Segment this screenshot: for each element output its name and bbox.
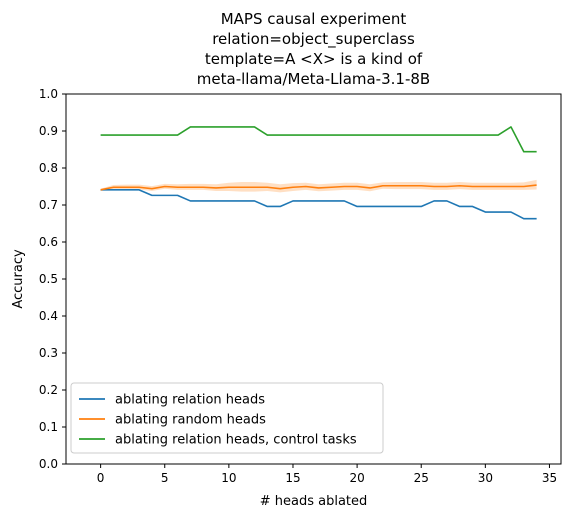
confidence-band-random-heads [100,179,537,193]
chart-title-line: relation=object_superclass [212,30,415,49]
x-tick-label: 0 [97,471,105,485]
chart-title: MAPS causal experiment relation=object_su… [197,10,430,88]
chart-title-line: MAPS causal experiment [221,10,407,28]
x-tick-label: 35 [542,471,557,485]
x-tick-label: 10 [221,471,236,485]
series-line-relation-heads [100,189,537,220]
y-tick-label: 0.0 [39,457,58,471]
y-tick-label: 0.9 [39,124,58,138]
x-tick-label: 25 [414,471,429,485]
y-tick-label: 0.7 [39,198,58,212]
series-line-random-heads [100,184,537,191]
legend-box [70,382,384,454]
legend-label: ablating relation heads, control tasks [115,433,357,448]
confidence-bands [100,179,537,193]
y-axis-label: Accuracy [11,249,26,309]
y-tick-label: 0.1 [39,420,58,434]
y-axis-ticks: 0.0 0.1 0.2 0.3 0.4 0.5 0.6 0.7 0.8 0.9 1.0 [39,87,66,471]
y-tick-label: 0.8 [39,161,58,175]
series-lines [100,126,537,220]
x-tick-label: 30 [478,471,493,485]
legend-label: ablating relation heads [115,393,265,408]
chart-title-line: meta-llama/Meta-Llama-3.1-8B [197,70,430,88]
legend: ablating relation heads ablating random h… [70,382,384,454]
legend-item: ablating random heads [79,413,266,428]
y-tick-label: 0.4 [39,309,58,323]
y-tick-label: 0.5 [39,272,58,286]
x-tick-label: 20 [349,471,364,485]
x-tick-label: 15 [285,471,300,485]
chart-title-line: template=A <X> is a kind of [205,50,423,68]
y-tick-label: 0.2 [39,383,58,397]
y-tick-label: 1.0 [39,87,58,101]
legend-item: ablating relation heads [79,393,265,408]
x-tick-label: 5 [161,471,169,485]
legend-label: ablating random heads [115,413,266,428]
x-axis-label: # heads ablated [260,494,368,509]
legend-item: ablating relation heads, control tasks [79,433,357,448]
series-line-control-tasks [100,126,537,153]
y-tick-label: 0.6 [39,235,58,249]
y-tick-label: 0.3 [39,346,58,360]
x-axis-ticks: 0 5 10 15 20 25 30 35 [97,464,557,485]
